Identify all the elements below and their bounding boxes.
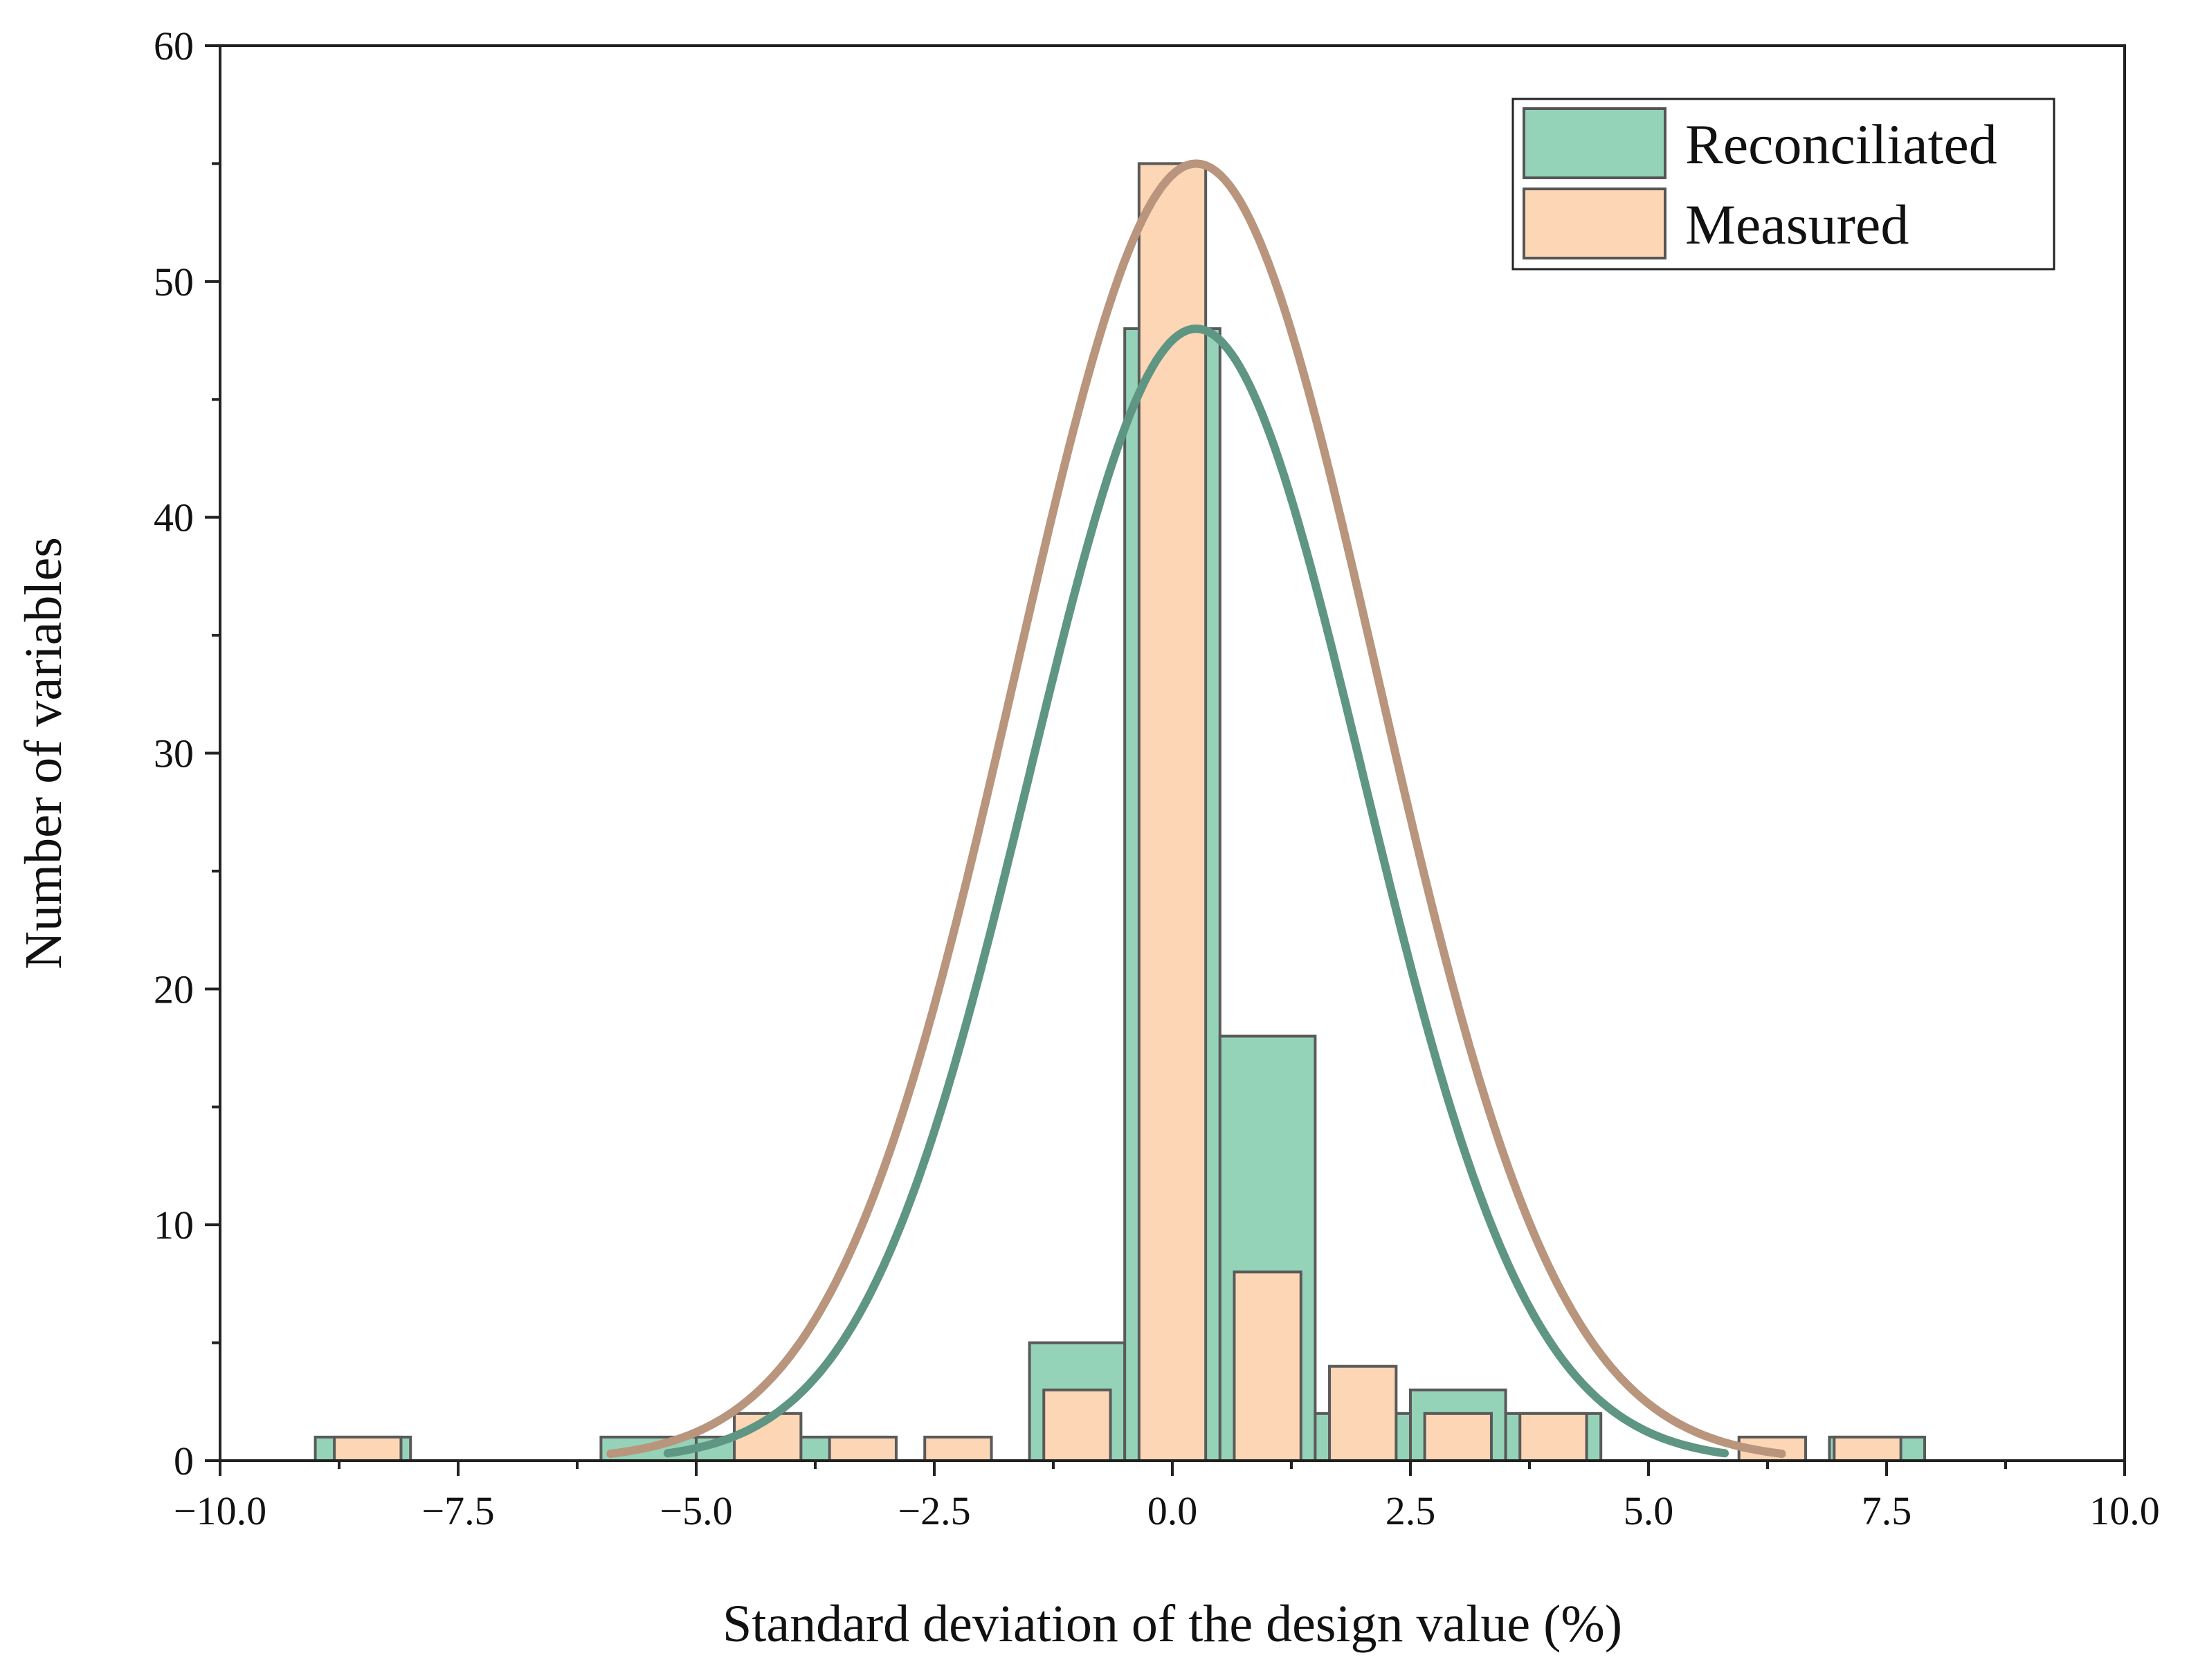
x-tick-label: 2.5 [1386, 1488, 1436, 1533]
measured-bar-7 [1328, 1364, 1398, 1462]
measured-fit-curve [606, 159, 1786, 1459]
x-tick-label: −10.0 [174, 1488, 266, 1533]
y-axis-title: Number of variables [15, 537, 73, 969]
measured-bar-8 [1423, 1412, 1493, 1463]
y-tick-label: 50 [154, 259, 194, 304]
x-tick-label: 0.0 [1147, 1488, 1198, 1533]
y-tick-label: 20 [154, 967, 194, 1012]
y-tick-label: 10 [154, 1203, 194, 1248]
x-tick-label: 5.0 [1624, 1488, 1674, 1533]
x-tick-label: 7.5 [1862, 1488, 1912, 1533]
measured-bar-6 [1233, 1270, 1302, 1463]
measured-bar-3 [923, 1435, 993, 1463]
measured-bar-4 [1042, 1388, 1112, 1462]
x-tick-label: −2.5 [898, 1488, 970, 1533]
legend-swatch-measured [1523, 188, 1666, 259]
measured-bar-2 [828, 1435, 898, 1463]
y-tick-label: 60 [154, 24, 194, 69]
x-axis-ticks: −10.0 −7.5 −5.0 −2.5 0.0 2.5 5.0 7.5 10.0 [174, 1461, 2160, 1533]
y-axis-ticks: 0 10 20 30 40 50 60 [154, 24, 220, 1483]
reconciliated-fit-curve [663, 324, 1729, 1458]
legend-label-measured: Measured [1685, 193, 1909, 256]
x-tick-label: 10.0 [2089, 1488, 2160, 1533]
reconciliated-bars [314, 327, 1927, 1463]
fit-curves [606, 159, 1786, 1459]
legend: Reconciliated Measured [1511, 98, 2055, 271]
legend-label-reconciliated: Reconciliated [1685, 113, 1997, 176]
measured-bar-11 [1833, 1435, 1902, 1463]
measured-bars [333, 162, 1902, 1463]
y-tick-label: 0 [174, 1439, 194, 1483]
measured-bar-0 [333, 1435, 403, 1463]
x-tick-label: −7.5 [421, 1488, 494, 1533]
y-tick-label: 40 [154, 495, 194, 540]
x-axis-title: Standard deviation of the design value (… [723, 1595, 1622, 1653]
legend-swatch-reconciliated [1523, 107, 1666, 179]
measured-bar-5 [1137, 162, 1208, 1463]
y-tick-label: 30 [154, 731, 194, 776]
x-tick-label: −5.0 [660, 1488, 732, 1533]
measured-bar-9 [1518, 1412, 1588, 1463]
